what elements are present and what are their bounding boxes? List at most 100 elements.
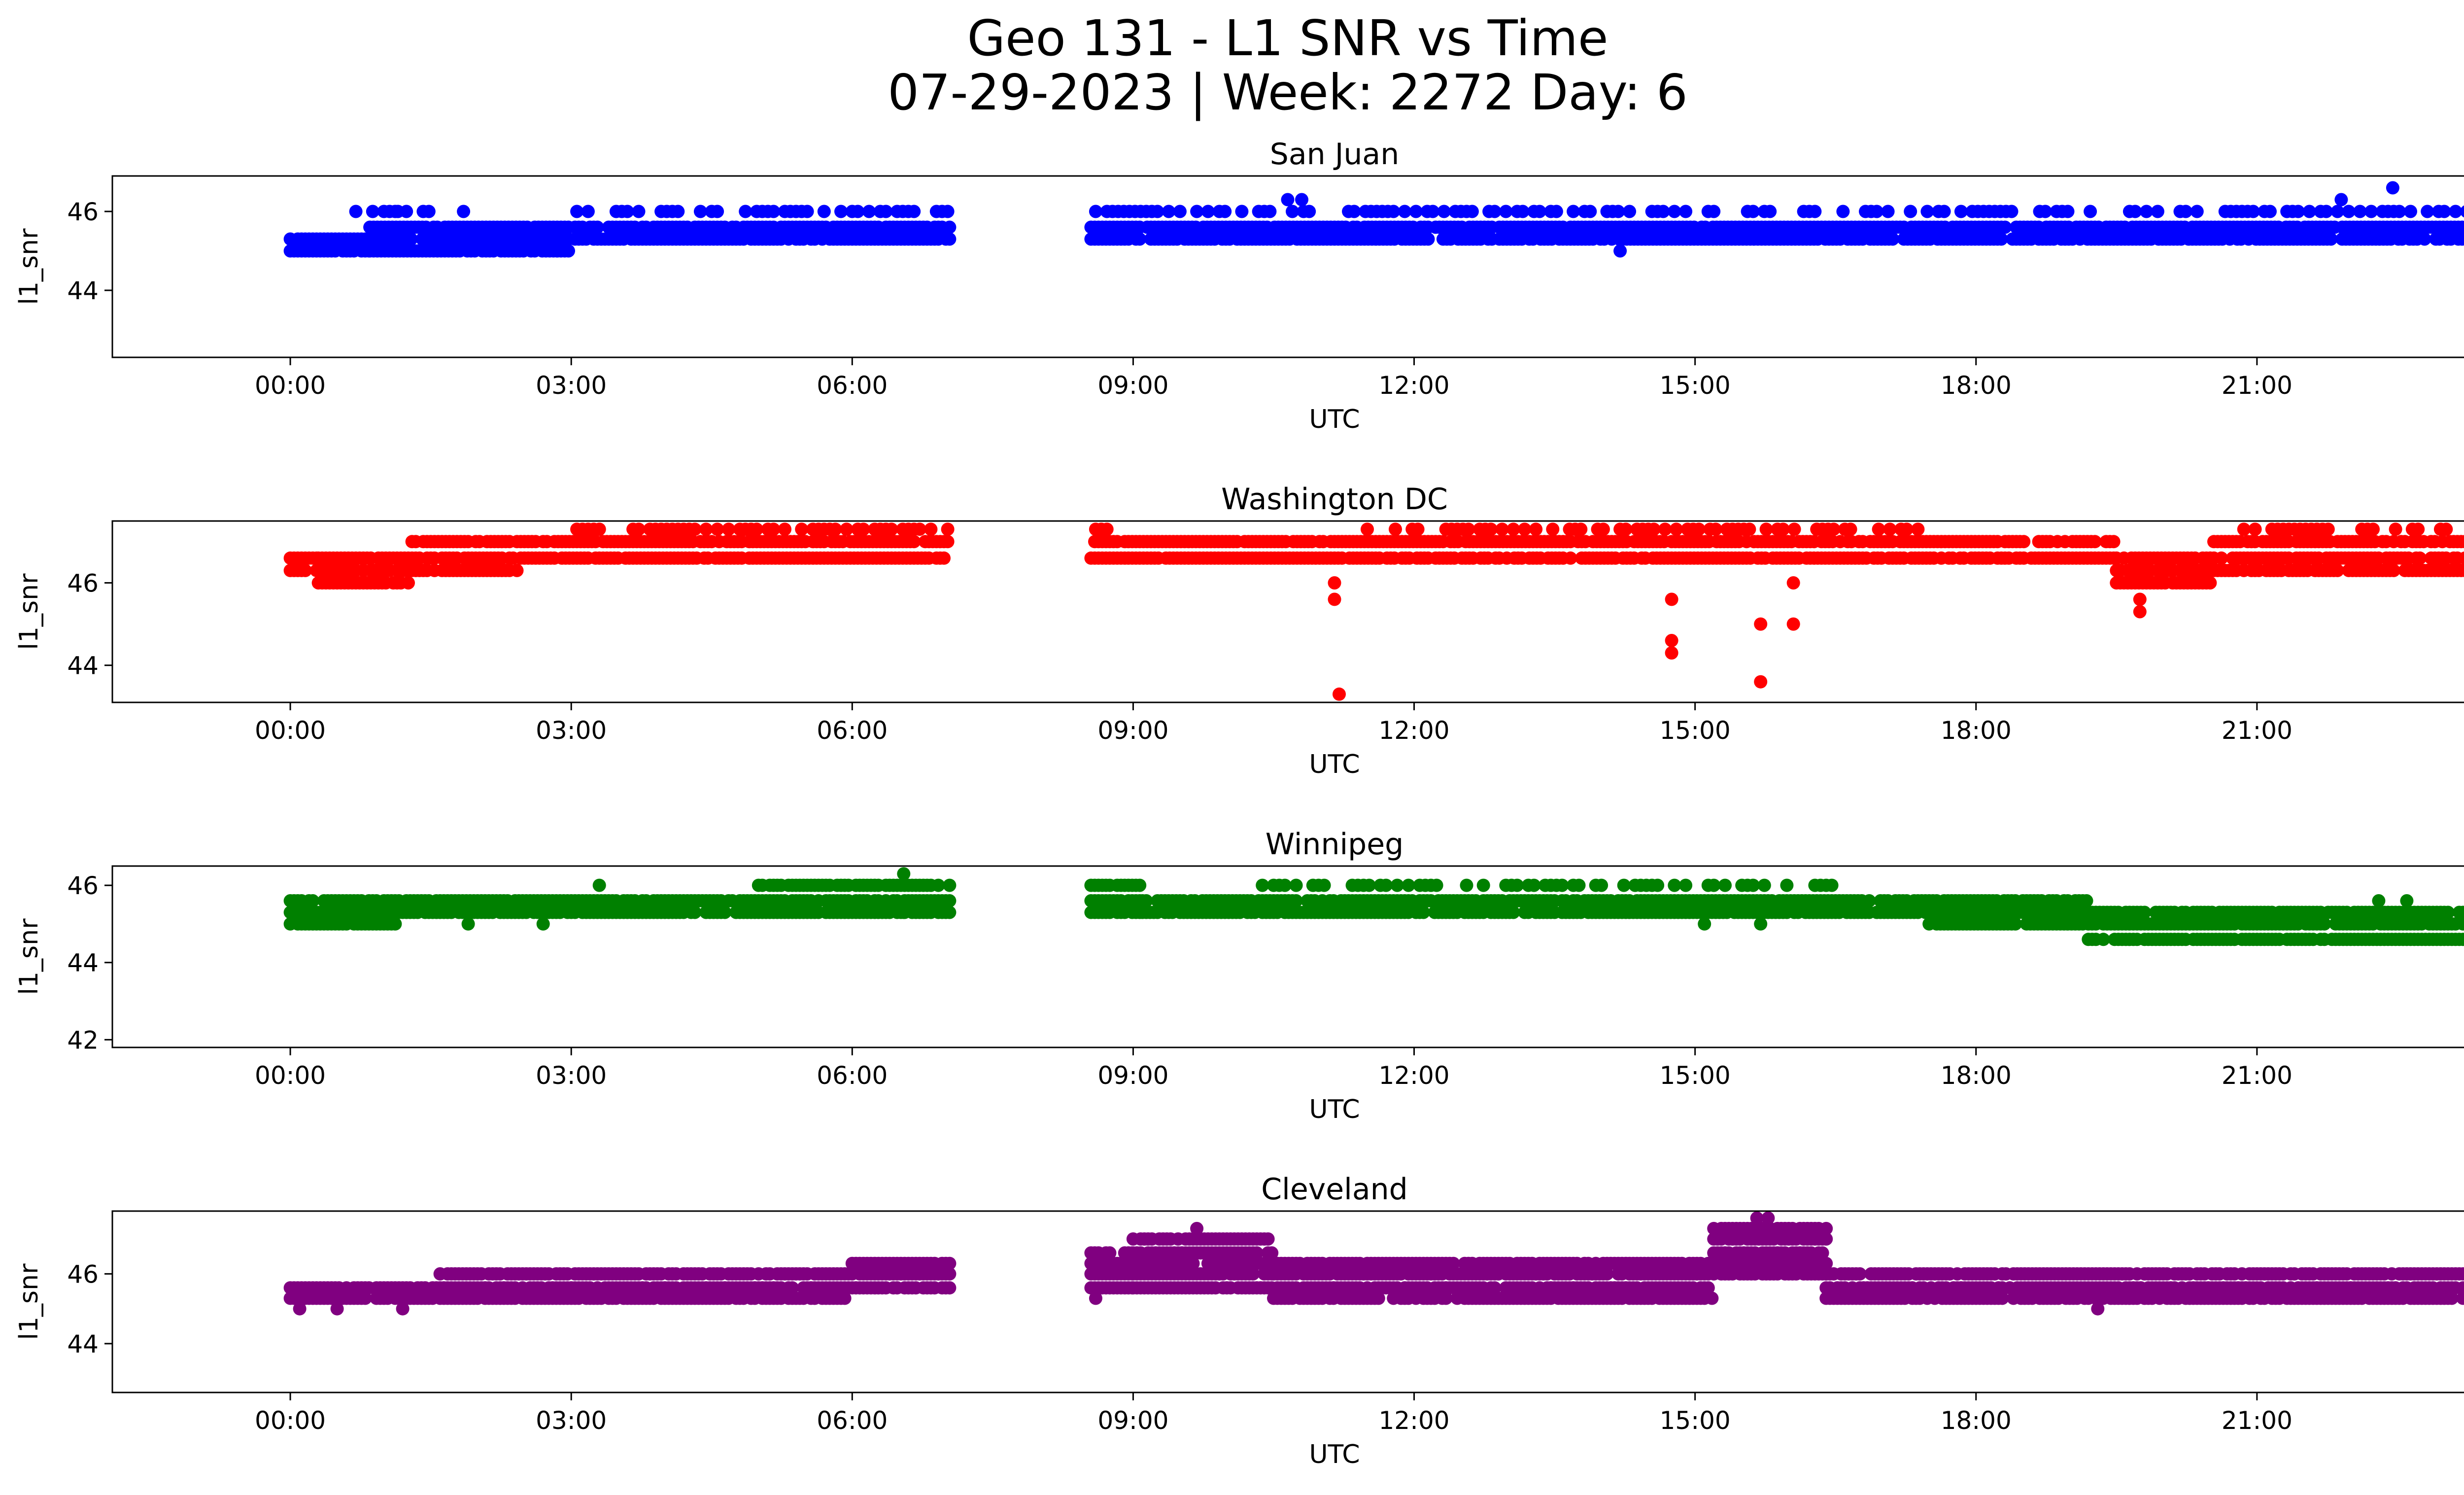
x-axis-label: UTC — [1309, 750, 1360, 779]
data-point — [2151, 205, 2164, 218]
data-point — [1564, 551, 1577, 565]
axes-frame — [111, 520, 2464, 703]
data-point — [2459, 233, 2464, 245]
outlier-point — [1665, 592, 1678, 606]
data-point — [2215, 551, 2228, 565]
data-point — [2460, 906, 2464, 919]
data-point — [711, 522, 724, 536]
data-point — [2460, 933, 2464, 946]
data-point — [1409, 205, 1423, 218]
data-point — [907, 535, 921, 549]
data-point — [1446, 1256, 1460, 1270]
data-point — [1317, 878, 1331, 892]
data-point — [1139, 894, 1153, 907]
x-tick-label: 21:00 — [2222, 371, 2293, 400]
data-point — [1872, 522, 1885, 536]
y-axis-label: l1_snr — [14, 228, 44, 305]
data-point — [2342, 205, 2356, 218]
data-point — [1668, 878, 1681, 892]
x-tick-label: 18:00 — [1941, 371, 2012, 400]
x-tick-label: 18:00 — [1941, 1061, 2012, 1090]
data-point — [1417, 905, 1430, 919]
data-point — [1656, 205, 1670, 218]
data-point — [1583, 205, 1597, 218]
outlier-point — [2400, 894, 2414, 907]
axes-frame — [111, 865, 2464, 1048]
data-point — [2302, 205, 2316, 218]
data-point — [2404, 205, 2417, 218]
outlier-point — [2386, 181, 2399, 195]
data-point — [943, 1281, 957, 1295]
data-point — [1421, 232, 1435, 246]
data-point — [1133, 878, 1147, 892]
data-point — [1460, 878, 1473, 892]
data-point — [2324, 232, 2338, 246]
outlier-point — [1281, 193, 1295, 207]
data-point — [1883, 522, 1897, 536]
subplot-title: Washington DC — [1221, 482, 1448, 517]
data-point — [1103, 1246, 1117, 1260]
data-point — [1201, 205, 1215, 218]
data-point — [2413, 551, 2427, 565]
data-point — [1263, 205, 1277, 218]
outlier-point — [1613, 244, 1627, 258]
data-point — [1572, 878, 1586, 892]
data-point — [1595, 878, 1608, 892]
data-point — [1746, 878, 1760, 892]
data-point — [739, 205, 753, 218]
data-point — [1763, 205, 1777, 218]
data-point — [1679, 205, 1693, 218]
x-tick-label: 18:00 — [1941, 716, 2012, 745]
data-point — [943, 1267, 957, 1281]
data-point — [1757, 878, 1771, 892]
data-point — [1527, 878, 1541, 892]
data-point — [1186, 1256, 1200, 1270]
data-point — [1398, 205, 1411, 218]
outlier-point — [1333, 687, 1346, 701]
data-point — [817, 205, 831, 218]
subplot-title: San Juan — [1270, 137, 1399, 172]
data-point — [879, 205, 893, 218]
series-points — [283, 181, 2464, 258]
data-point — [1707, 878, 1721, 892]
data-point — [711, 205, 724, 218]
data-point — [1994, 232, 2008, 246]
data-point — [366, 205, 379, 218]
data-point — [840, 522, 854, 536]
data-point — [1546, 522, 1560, 536]
data-point — [2107, 535, 2121, 549]
data-point — [1780, 878, 1794, 892]
data-point — [786, 1281, 799, 1295]
data-point — [1506, 905, 1520, 919]
data-point — [1651, 878, 1665, 892]
data-point — [1261, 1232, 1275, 1246]
data-point — [1390, 878, 1404, 892]
data-point — [2084, 205, 2097, 218]
data-point — [2017, 535, 2031, 549]
data-point — [1911, 522, 1925, 536]
x-tick-label: 00:00 — [255, 1061, 326, 1090]
data-point — [1825, 878, 1839, 892]
data-point — [851, 205, 865, 218]
x-axis-label: UTC — [1309, 405, 1360, 434]
x-tick-label: 12:00 — [1378, 1061, 1449, 1090]
data-point — [1430, 878, 1443, 892]
outlier-point — [897, 905, 911, 919]
x-tick-label: 21:00 — [2222, 716, 2293, 745]
data-point — [1529, 522, 1543, 536]
outlier-point — [536, 917, 550, 931]
data-point — [1411, 522, 1425, 536]
y-tick-label: 46 — [67, 871, 99, 900]
figure-subtitle: 07-29-2023 | Week: 2272 Day: 6 — [888, 64, 1688, 121]
data-point — [1862, 894, 1876, 907]
data-point — [2096, 933, 2110, 946]
outlier-point — [1328, 576, 1341, 590]
data-point — [1623, 205, 1637, 218]
axes-frame — [111, 175, 2464, 358]
data-point — [299, 563, 312, 577]
data-point — [931, 878, 945, 892]
data-point — [941, 205, 955, 218]
data-point — [2449, 205, 2463, 218]
data-point — [1904, 205, 1917, 218]
data-point — [2320, 205, 2333, 218]
